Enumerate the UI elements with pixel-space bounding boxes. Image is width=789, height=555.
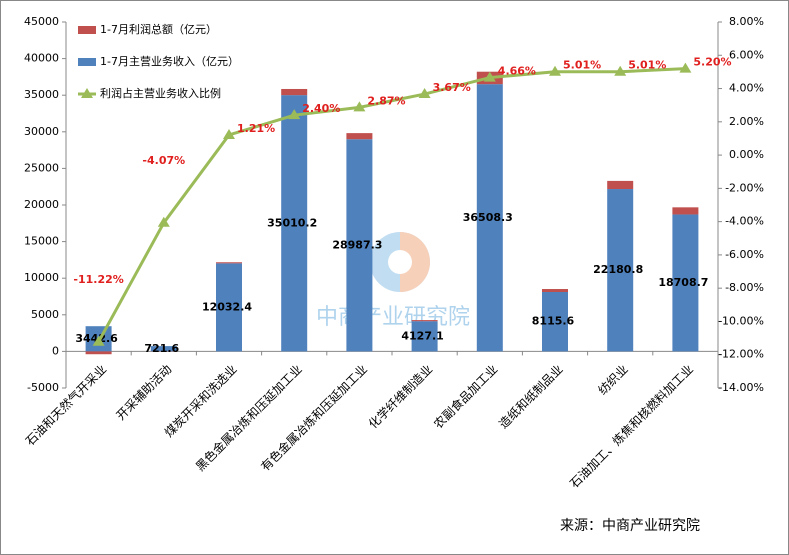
y2-tick-label: -14.00% <box>718 381 764 394</box>
ratio-label: 4.66% <box>498 65 536 78</box>
data-label: 22180.8 <box>593 263 643 276</box>
y-tick-label: 5000 <box>31 308 59 321</box>
legend-swatch <box>78 58 96 66</box>
ratio-marker <box>614 65 627 76</box>
bar-segment <box>216 262 242 264</box>
ratio-marker <box>483 71 496 82</box>
ratio-label: 2.87% <box>367 94 405 107</box>
bar-segment <box>542 289 568 292</box>
data-label: 36508.3 <box>463 211 513 224</box>
ratio-label: 3.67% <box>433 81 471 94</box>
bar-segment <box>346 139 373 352</box>
bar-segment <box>607 189 634 352</box>
ratio-label: 1.21% <box>237 122 275 135</box>
y2-tick-label: -6.00% <box>725 248 764 261</box>
ratio-marker <box>157 216 170 227</box>
ratio-label: 5.01% <box>563 59 601 72</box>
y2-tick-label: 8.00% <box>729 15 764 28</box>
bar-segment <box>346 133 373 140</box>
data-label: 18708.7 <box>658 276 708 289</box>
legend-swatch <box>78 26 96 34</box>
data-label: 721.6 <box>144 342 179 355</box>
ratio-marker <box>353 101 366 112</box>
y-tick-label: 15000 <box>24 235 59 248</box>
data-label: 35010.2 <box>267 216 317 229</box>
bar-segment <box>476 84 503 352</box>
legend-label: 1-7月主营业务收入（亿元） <box>100 54 239 68</box>
source: 来源：中商产业研究院 <box>560 518 700 534</box>
y2-tick-label: -2.00% <box>725 181 764 194</box>
y-tick-label: 0 <box>52 344 59 357</box>
ratio-marker <box>679 62 692 73</box>
watermark: 中商产业研究院 <box>316 305 470 330</box>
bar-segment <box>281 95 308 352</box>
bar-segment <box>216 263 242 352</box>
data-label: 4127.1 <box>401 329 443 342</box>
bar-segment <box>411 320 438 322</box>
y2-tick-label: -10.00% <box>718 314 764 327</box>
ratio-label: 2.40% <box>302 102 340 115</box>
bar-segment <box>542 291 568 352</box>
ratio-marker <box>418 88 431 99</box>
y2-tick-label: 6.00% <box>729 48 764 61</box>
ratio-marker <box>92 335 105 346</box>
ratio-label: 5.01% <box>628 59 666 72</box>
data-label: 12032.4 <box>202 300 252 313</box>
y-tick-label: 20000 <box>24 198 59 211</box>
y-tick-label: 30000 <box>24 125 59 138</box>
bar-segment <box>85 351 112 355</box>
data-label: 8115.6 <box>532 315 575 328</box>
ratio-marker <box>549 65 561 76</box>
legend-label: 1-7月利润总额（亿元） <box>100 22 217 36</box>
ratio-line <box>97 67 686 343</box>
ratio-label: -4.07% <box>142 154 185 167</box>
y-tick-label: 10000 <box>24 271 59 284</box>
y-tick-label: -5000 <box>27 381 59 394</box>
legend-label: 利润占主营业务收入比例 <box>100 86 221 100</box>
bar-segment <box>672 207 699 215</box>
data-label: 3442.6 <box>75 332 118 345</box>
y2-tick-label: 4.00% <box>729 82 764 95</box>
bar-segment <box>281 88 308 96</box>
bar-segment <box>411 321 438 352</box>
watermark-logo <box>370 232 430 292</box>
y2-tick-label: 2.00% <box>729 115 764 128</box>
data-label: 28987.3 <box>332 238 382 251</box>
y-tick-label: 40000 <box>24 52 59 65</box>
y2-tick-label: 0.00% <box>729 148 764 161</box>
ratio-marker <box>223 128 235 139</box>
bar-segment <box>150 346 177 352</box>
legend-marker <box>81 88 93 98</box>
bar-segment <box>607 180 634 190</box>
y2-tick-label: -4.00% <box>725 215 764 228</box>
ratio-label: 5.20% <box>693 56 731 69</box>
y2-tick-label: -12.00% <box>718 348 764 361</box>
ratio-marker <box>288 109 301 120</box>
y-tick-label: 35000 <box>24 88 59 101</box>
y-tick-label: 25000 <box>24 161 59 174</box>
y2-tick-label: -8.00% <box>725 281 764 294</box>
ratio-label: -11.22% <box>73 273 123 286</box>
y-tick-label: 45000 <box>24 15 59 28</box>
bar-segment <box>672 214 699 352</box>
